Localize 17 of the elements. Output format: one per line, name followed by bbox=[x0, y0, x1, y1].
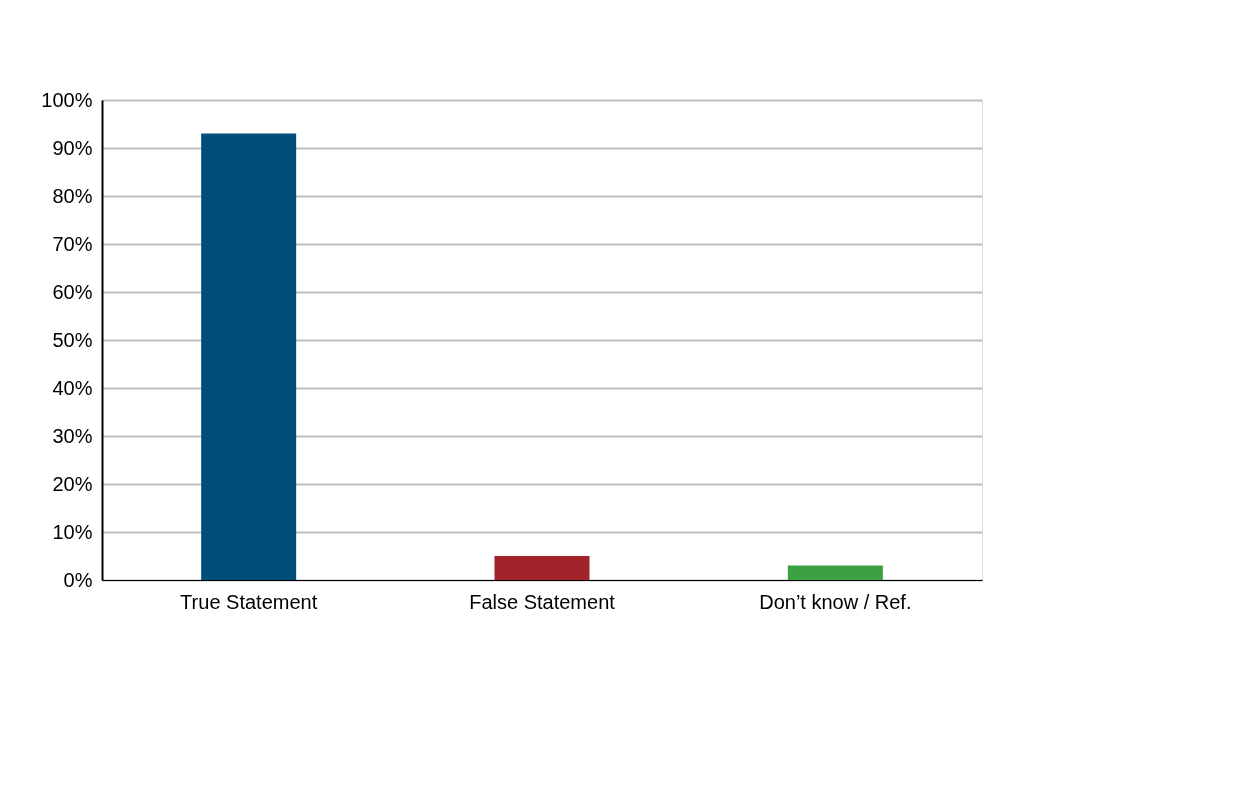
y-tick-label: 0% bbox=[63, 568, 93, 591]
y-tick-label: 40% bbox=[52, 376, 93, 399]
y-tick-label: 70% bbox=[52, 232, 93, 255]
y-tick-label: 60% bbox=[52, 280, 93, 303]
y-tick-label: 50% bbox=[52, 328, 93, 351]
y-tick-label: 100% bbox=[41, 88, 93, 111]
x-tick-label: Don’t know / Ref. bbox=[759, 590, 912, 613]
bar bbox=[201, 133, 297, 580]
y-tick-label: 30% bbox=[52, 424, 93, 447]
y-tick-label: 90% bbox=[52, 136, 93, 159]
bar bbox=[494, 556, 590, 580]
x-tick-label: True Statement bbox=[180, 590, 318, 613]
y-tick-label: 80% bbox=[52, 184, 93, 207]
bar bbox=[787, 565, 883, 580]
y-tick-label: 10% bbox=[52, 520, 93, 543]
y-tick-label: 20% bbox=[52, 472, 93, 495]
x-tick-label: False Statement bbox=[469, 590, 616, 613]
